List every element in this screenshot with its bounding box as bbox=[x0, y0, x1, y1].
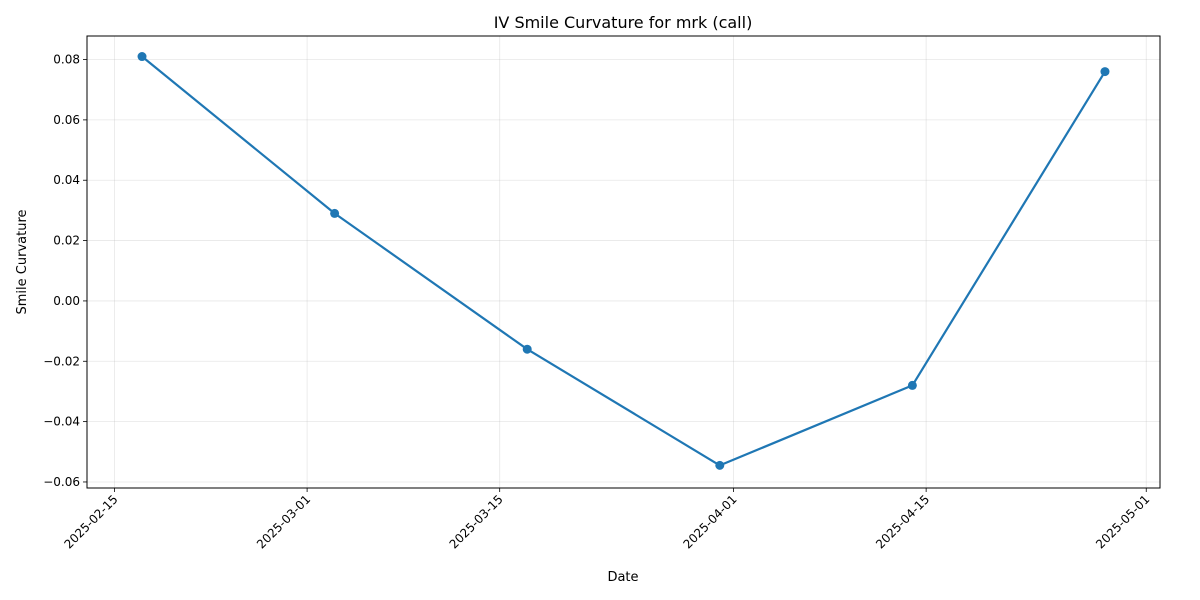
series-layer bbox=[137, 52, 1110, 470]
y-axis-label: Smile Curvature bbox=[15, 210, 30, 315]
data-point bbox=[907, 380, 917, 390]
x-axis: 2025-02-15 2025-03-01 2025-03-15 2025-04-01… bbox=[61, 488, 1152, 551]
y-tick-label: 0.04 bbox=[53, 173, 80, 187]
x-tick-label: 2025-04-01 bbox=[680, 492, 739, 551]
y-tick-label: 0.06 bbox=[53, 113, 80, 127]
y-tick-label: 0.02 bbox=[53, 234, 80, 248]
data-point bbox=[715, 460, 725, 470]
y-tick-label: −0.06 bbox=[43, 475, 80, 489]
x-tick-label: 2025-02-15 bbox=[61, 492, 120, 551]
series-line bbox=[141, 55, 1106, 467]
plot-frame bbox=[86, 35, 1161, 489]
y-tick-label: 0.00 bbox=[53, 294, 80, 308]
x-tick-label: 2025-04-15 bbox=[873, 492, 932, 551]
data-point bbox=[1100, 67, 1110, 77]
x-tick-label: 2025-03-15 bbox=[447, 492, 506, 551]
x-tick-label: 2025-03-01 bbox=[254, 492, 313, 551]
chart-title: IV Smile Curvature for mrk (call) bbox=[494, 13, 753, 32]
x-axis-label: Date bbox=[607, 570, 638, 585]
data-point bbox=[137, 52, 147, 62]
grid bbox=[87, 36, 1160, 488]
y-tick-label: 0.08 bbox=[53, 53, 80, 67]
y-axis: 0.08 0.06 0.04 0.02 0.00 −0.02 −0.04 −0.06 bbox=[43, 53, 87, 489]
data-point bbox=[522, 344, 532, 354]
y-tick-label: −0.02 bbox=[43, 354, 80, 368]
data-point bbox=[330, 208, 340, 218]
y-tick-label: −0.04 bbox=[43, 415, 80, 429]
x-tick-label: 2025-05-01 bbox=[1093, 492, 1152, 551]
